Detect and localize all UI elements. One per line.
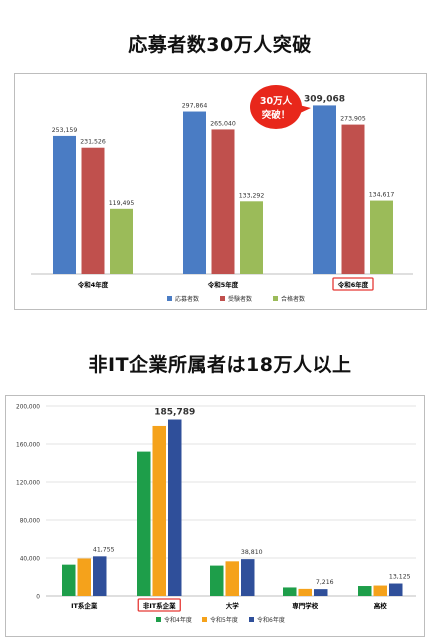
legend-swatch: [220, 296, 225, 301]
legend-swatch: [167, 296, 172, 301]
y-tick-label: 0: [36, 595, 40, 601]
legend-label: 令和4年度: [164, 616, 192, 624]
bar-令和4年度-非IT系企業: [137, 451, 151, 596]
data-label: 309,068: [304, 94, 345, 104]
legend-label: 応募者数: [175, 295, 199, 303]
data-label: 297,864: [182, 103, 208, 110]
point-label: 41,755: [93, 546, 115, 553]
legend-label: 受験者数: [228, 295, 252, 303]
data-label: 253,159: [52, 127, 78, 134]
bar-令和5年度-IT系企業: [77, 558, 91, 596]
data-label: 265,040: [210, 120, 236, 127]
bar-令和4年度-専門学校: [283, 587, 297, 596]
bar-受験者数-令和6年度: [341, 124, 365, 274]
headline-applicants: 応募者数30万人突破: [128, 34, 312, 56]
y-tick-label: 80,000: [20, 519, 41, 525]
data-label: 119,495: [109, 200, 135, 207]
data-label: 231,526: [80, 139, 106, 146]
bar-応募者数-令和4年度: [53, 135, 76, 274]
bar-令和5年度-非IT系企業: [152, 425, 166, 596]
point-label: 13,125: [389, 574, 411, 581]
bar-令和6年度-IT系企業: [93, 556, 107, 596]
bar-受験者数-令和4年度: [81, 147, 105, 274]
headline-non-it: 非IT企業所属者は18万人以上: [88, 354, 352, 376]
category-label: 令和6年度: [337, 280, 369, 289]
chart-panel-affiliation: 0 40,000 80,000 120,000 160,000 200,000 IT系企業 非…: [5, 395, 425, 637]
affiliation-bar-chart: 0 40,000 80,000 120,000 160,000 200,000 IT系企業 非…: [16, 405, 416, 624]
highlight-box: [332, 277, 374, 291]
bar-応募者数-令和5年度: [183, 111, 206, 274]
point-label: 38,810: [241, 549, 263, 556]
y-tick-label: 120,000: [16, 481, 40, 487]
legend-swatch: [249, 617, 254, 622]
bar-令和6年度-非IT系企業: [168, 419, 182, 596]
callout-bubble: [250, 85, 302, 129]
highlight-box: [137, 598, 181, 612]
y-tick-label: 40,000: [20, 557, 41, 563]
legend-swatch: [156, 617, 161, 622]
category-label: 令和4年度: [77, 280, 109, 289]
bar-受験者数-令和5年度: [211, 129, 235, 274]
data-label: 133,292: [239, 192, 265, 199]
point-label: 185,789: [154, 408, 195, 418]
legend-label: 令和5年度: [210, 616, 238, 624]
legend-label: 令和6年度: [257, 616, 285, 624]
category-label: 高校: [374, 601, 388, 610]
data-label: 273,905: [340, 116, 366, 123]
category-label: 令和5年度: [207, 280, 239, 289]
bar-合格者数-令和5年度: [240, 201, 263, 274]
legend-swatch: [273, 296, 278, 301]
bar-令和5年度-専門学校: [298, 588, 312, 596]
bar-令和4年度-高校: [358, 586, 372, 596]
category-label: 専門学校: [292, 601, 319, 610]
bar-合格者数-令和6年度: [370, 200, 393, 274]
data-label: 134,617: [369, 192, 395, 199]
bar-令和4年度-大学: [210, 565, 224, 596]
y-tick-label: 200,000: [16, 405, 40, 411]
bar-令和4年度-IT系企業: [62, 564, 76, 596]
callout-line1: 30万人: [260, 95, 293, 107]
legend-label: 合格者数: [281, 295, 305, 303]
chart-panel-applicants: 253,159 231,526 119,495 令和4年度 297,864 265,040…: [14, 73, 427, 310]
bar-令和6年度-専門学校: [314, 589, 328, 596]
bar-令和6年度-大学: [241, 559, 255, 596]
bar-令和6年度-高校: [389, 583, 403, 596]
y-tick-label: 160,000: [16, 443, 40, 449]
bar-令和5年度-大学: [225, 561, 239, 596]
category-label: IT系企業: [71, 601, 98, 610]
callout-line2: 突破！: [262, 109, 291, 121]
point-label: 7,216: [316, 579, 334, 586]
category-label: 非IT系企業: [143, 601, 176, 610]
bar-応募者数-令和6年度: [313, 105, 336, 274]
bar-合格者数-令和4年度: [110, 208, 133, 274]
category-label: 大学: [226, 601, 240, 610]
legend-swatch: [202, 617, 207, 622]
bar-令和5年度-高校: [373, 585, 387, 596]
